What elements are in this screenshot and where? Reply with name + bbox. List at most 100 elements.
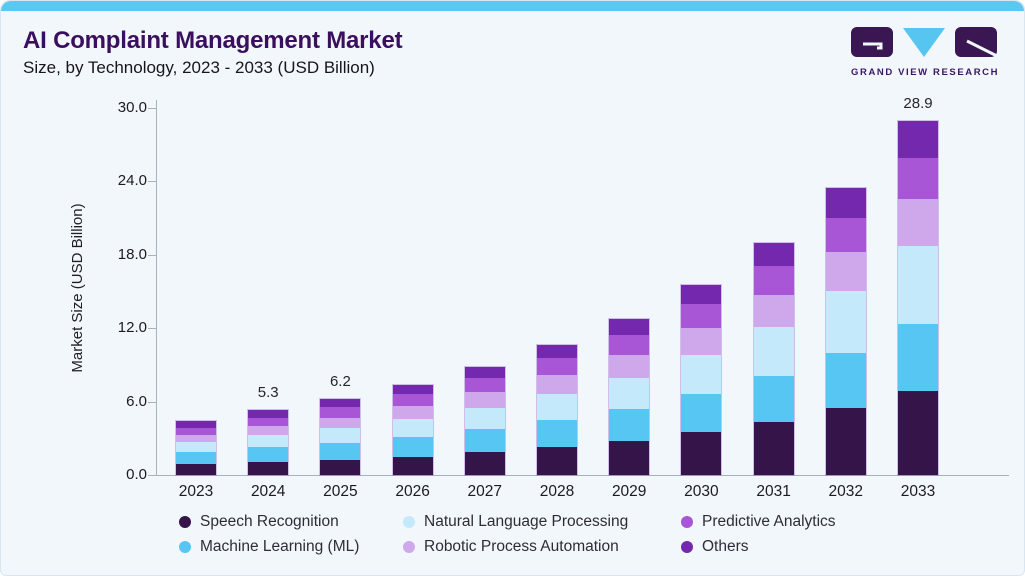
y-tick-mark: [148, 181, 156, 183]
bar-segment: [464, 452, 505, 475]
bar-segment: [537, 345, 577, 359]
bar-segment: [464, 392, 505, 408]
bar-segment: [898, 121, 938, 158]
bar-segment: [248, 447, 289, 463]
x-tick-label: 2026: [395, 483, 430, 500]
bar-group-2023: [176, 421, 216, 475]
y-tick-mark: [148, 108, 156, 109]
legend-item: Others: [681, 538, 836, 556]
bar-group-2029: [609, 319, 650, 475]
y-tick-mark: [148, 328, 156, 330]
y-tick-label: 24.0: [117, 172, 147, 190]
bar-segment: [825, 188, 866, 218]
bar-segment: [681, 432, 722, 475]
bar-segment: [898, 391, 938, 475]
bar-segment: [320, 399, 361, 408]
bar-total-label: 6.2: [329, 373, 351, 391]
legend-item: Natural Language Processing: [403, 513, 681, 531]
bar-segment: [464, 407, 505, 430]
legend-label: Others: [702, 538, 749, 555]
bar-total-label: 5.3: [257, 384, 279, 402]
legend-item: Predictive Analytics: [681, 513, 836, 531]
page-subtitle: Size, by Technology, 2023 - 2033 (USD Bi…: [23, 58, 375, 77]
x-tick-label: 2025: [323, 483, 358, 500]
bar-group-2027: [464, 367, 505, 475]
legend-label: Machine Learning (ML): [200, 538, 360, 555]
bar-segment: [898, 323, 938, 392]
top-accent-bar: [1, 1, 1024, 11]
bar-segment: [320, 407, 361, 418]
bar-segment: [392, 405, 433, 419]
x-tick-label: 2023: [178, 483, 214, 500]
legend-swatch-icon: [179, 541, 191, 553]
bar-segment: [176, 451, 216, 465]
bar-total-label: 28.9: [903, 95, 933, 113]
legend-label: Natural Language Processing: [424, 513, 629, 530]
legend-item: Speech Recognition: [179, 513, 403, 531]
legend-item: Robotic Process Automation: [403, 538, 681, 556]
y-tick-label: 12.0: [117, 319, 147, 337]
brand-name: GRAND VIEW RESEARCH: [851, 67, 1000, 78]
bar-segment: [825, 291, 866, 353]
bar-segment: [392, 385, 433, 394]
bar-segment: [176, 428, 216, 436]
bar-group-2033: [898, 121, 938, 475]
legend-swatch-icon: [403, 516, 415, 528]
brand-logo: GRAND VIEW RESEARCH: [851, 27, 999, 78]
y-tick-label: 0.0: [126, 466, 147, 483]
bar-group-2028: [537, 345, 577, 475]
bar-segment: [392, 394, 433, 406]
x-tick-label: 2028: [539, 483, 575, 500]
y-axis-line: [156, 100, 157, 476]
bar-segment: [898, 246, 938, 324]
bar-segment: [898, 157, 938, 200]
bar-segment: [753, 294, 794, 327]
gvr-logo-v-icon: [903, 28, 945, 57]
x-tick-label: 2024: [250, 483, 286, 500]
bar-segment: [537, 447, 577, 475]
bar-segment: [248, 434, 289, 448]
x-tick-label: 2027: [467, 483, 503, 500]
bar-segment: [320, 428, 361, 444]
bar-segment: [537, 374, 577, 394]
bar-group-2025: [320, 399, 361, 475]
bar-segment: [464, 429, 505, 453]
bar-segment: [898, 199, 938, 247]
bar-group-2026: [392, 385, 433, 475]
y-tick-label: 18.0: [117, 245, 147, 263]
bar-segment: [248, 417, 289, 427]
legend-swatch-icon: [179, 516, 191, 528]
bar-segment: [753, 326, 794, 377]
bar-group-2030: [681, 284, 722, 475]
y-tick-label: 30.0: [117, 99, 147, 116]
x-tick-label: 2030: [684, 483, 719, 500]
legend-item: Machine Learning (ML): [179, 538, 403, 556]
bar-segment: [609, 408, 650, 441]
x-tick-label: 2031: [756, 483, 791, 500]
bar-group-2031: [753, 242, 794, 475]
bar-segment: [681, 354, 722, 395]
legend: Speech Recognition Natural Language Proce…: [179, 513, 836, 556]
bar-segment: [392, 418, 433, 437]
bar-segment: [825, 252, 866, 292]
bar-segment: [176, 421, 216, 429]
bar-segment: [753, 265, 794, 295]
bar-segment: [681, 284, 722, 304]
bar-segment: [609, 354, 650, 378]
legend-swatch-icon: [681, 516, 693, 528]
bar-segment: [248, 426, 289, 435]
bar-segment: [825, 408, 866, 475]
bar-segment: [320, 417, 361, 429]
bar-group-2032: [825, 188, 866, 475]
legend-label: Speech Recognition: [200, 513, 339, 530]
y-axis-title: Market Size (USD Billion): [69, 203, 86, 373]
bar-segment: [248, 410, 289, 418]
y-tick-label: 6.0: [126, 392, 147, 410]
bar-segment: [753, 421, 794, 475]
bar-segment: [537, 358, 577, 375]
bar-segment: [320, 460, 361, 475]
bar-segment: [609, 335, 650, 355]
bar-segment: [681, 303, 722, 328]
y-tick-mark: [148, 401, 156, 403]
x-tick-label: 2032: [828, 483, 864, 500]
